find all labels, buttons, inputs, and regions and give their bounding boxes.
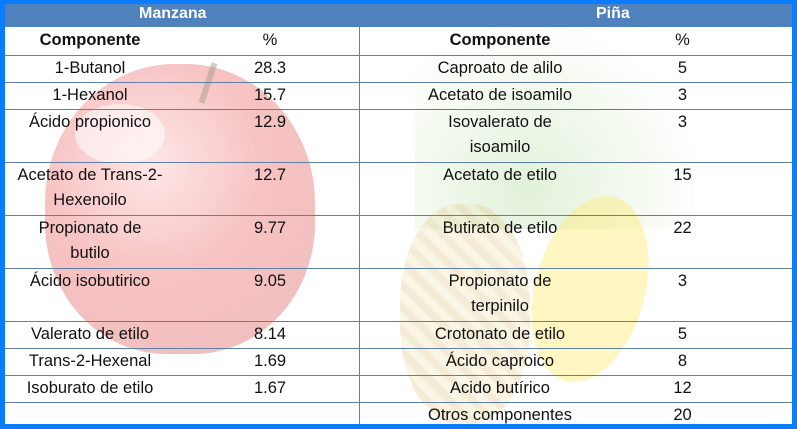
pina-pct-cell: 3 <box>677 272 688 290</box>
manzana-componente-cell: 1-Butanol <box>54 59 126 77</box>
manzana-componente-cell: 1-Hexanol <box>52 86 128 104</box>
row-divider <box>5 215 792 216</box>
pina-componente-cell: Propionato de terpinilo <box>448 272 552 315</box>
pina-pct-cell: 5 <box>677 59 688 77</box>
row-divider <box>5 109 792 110</box>
pina-componente-cell: Isovalerato de isoamilo <box>448 113 552 156</box>
pina-componente-cell: Caproato de alilo <box>437 59 563 77</box>
row-divider <box>5 321 792 322</box>
pina-componente-cell: Acido butírico <box>450 379 550 397</box>
manzana-componente-cell: Ácido isobutirico <box>29 272 151 290</box>
pineapple-image <box>400 204 530 424</box>
pineapple-leaves-image <box>415 29 695 229</box>
manzana-pct-cell: 12.7 <box>253 166 287 184</box>
manzana-pct-cell: 12.9 <box>253 113 287 131</box>
manzana-componente-cell: Valerato de etilo <box>30 325 150 343</box>
manzana-header-componente: Componente <box>39 31 141 49</box>
pina-pct-cell: 3 <box>677 113 688 131</box>
pina-title: Piña <box>596 5 630 22</box>
pina-componente-cell: Ácido caproico <box>445 352 555 370</box>
manzana-componente-cell: Trans-2-Hexenal <box>28 352 152 370</box>
pina-pct-cell: 5 <box>677 325 688 343</box>
pina-componente-cell: Acetato de etilo <box>443 166 557 184</box>
pina-componente-cell: Crotonato de etilo <box>434 325 566 343</box>
column-divider <box>359 27 360 424</box>
manzana-componente-cell: Isoburato de etilo <box>26 379 154 397</box>
row-divider <box>5 375 792 376</box>
apple-highlight <box>75 104 165 164</box>
manzana-pct-cell: 8.14 <box>253 325 287 343</box>
manzana-componente-cell: Ácido propionico <box>29 113 151 131</box>
table-grid: Componente% Componente% 1-Butanol 28.3 1-Hex… <box>5 27 792 424</box>
pina-pct-cell: 8 <box>677 352 688 370</box>
pina-pct-cell: 22 <box>673 219 692 237</box>
pina-header-pct: % <box>675 31 690 49</box>
row-divider <box>5 82 792 83</box>
row-divider <box>5 268 792 269</box>
manzana-title: Manzana <box>139 5 207 22</box>
row-divider <box>5 402 792 403</box>
manzana-pct-cell: 1.67 <box>253 379 287 397</box>
manzana-pct-cell: 9.05 <box>253 272 287 290</box>
manzana-componente-cell: Propionato de butilo <box>38 219 142 262</box>
pina-header-componente: Componente <box>449 31 551 49</box>
pina-componente-cell: Otros componentes <box>428 406 572 424</box>
pina-pct-cell: 3 <box>677 86 688 104</box>
row-divider <box>5 162 792 163</box>
pina-pct-cell: 15 <box>673 166 692 184</box>
row-divider <box>5 55 792 56</box>
manzana-pct-cell: 9.77 <box>253 219 287 237</box>
manzana-componente-cell: Acetato de Trans-2- Hexenoilo <box>17 166 163 209</box>
manzana-pct-cell: 28.3 <box>253 59 287 77</box>
table-frame: Manzana Piña Componente% Componente% 1-But… <box>5 4 792 424</box>
manzana-header-pct: % <box>262 31 278 49</box>
row-divider <box>5 348 792 349</box>
pina-componente-cell: Butirato de etilo <box>442 219 558 237</box>
pina-pct-cell: 12 <box>673 379 692 397</box>
manzana-pct-cell: 15.7 <box>253 86 287 104</box>
table-header: Manzana Piña <box>5 4 792 27</box>
manzana-pct-cell: 1.69 <box>253 352 287 370</box>
pina-componente-cell: Acetato de isoamilo <box>428 86 572 104</box>
pina-pct-cell: 20 <box>673 406 692 424</box>
